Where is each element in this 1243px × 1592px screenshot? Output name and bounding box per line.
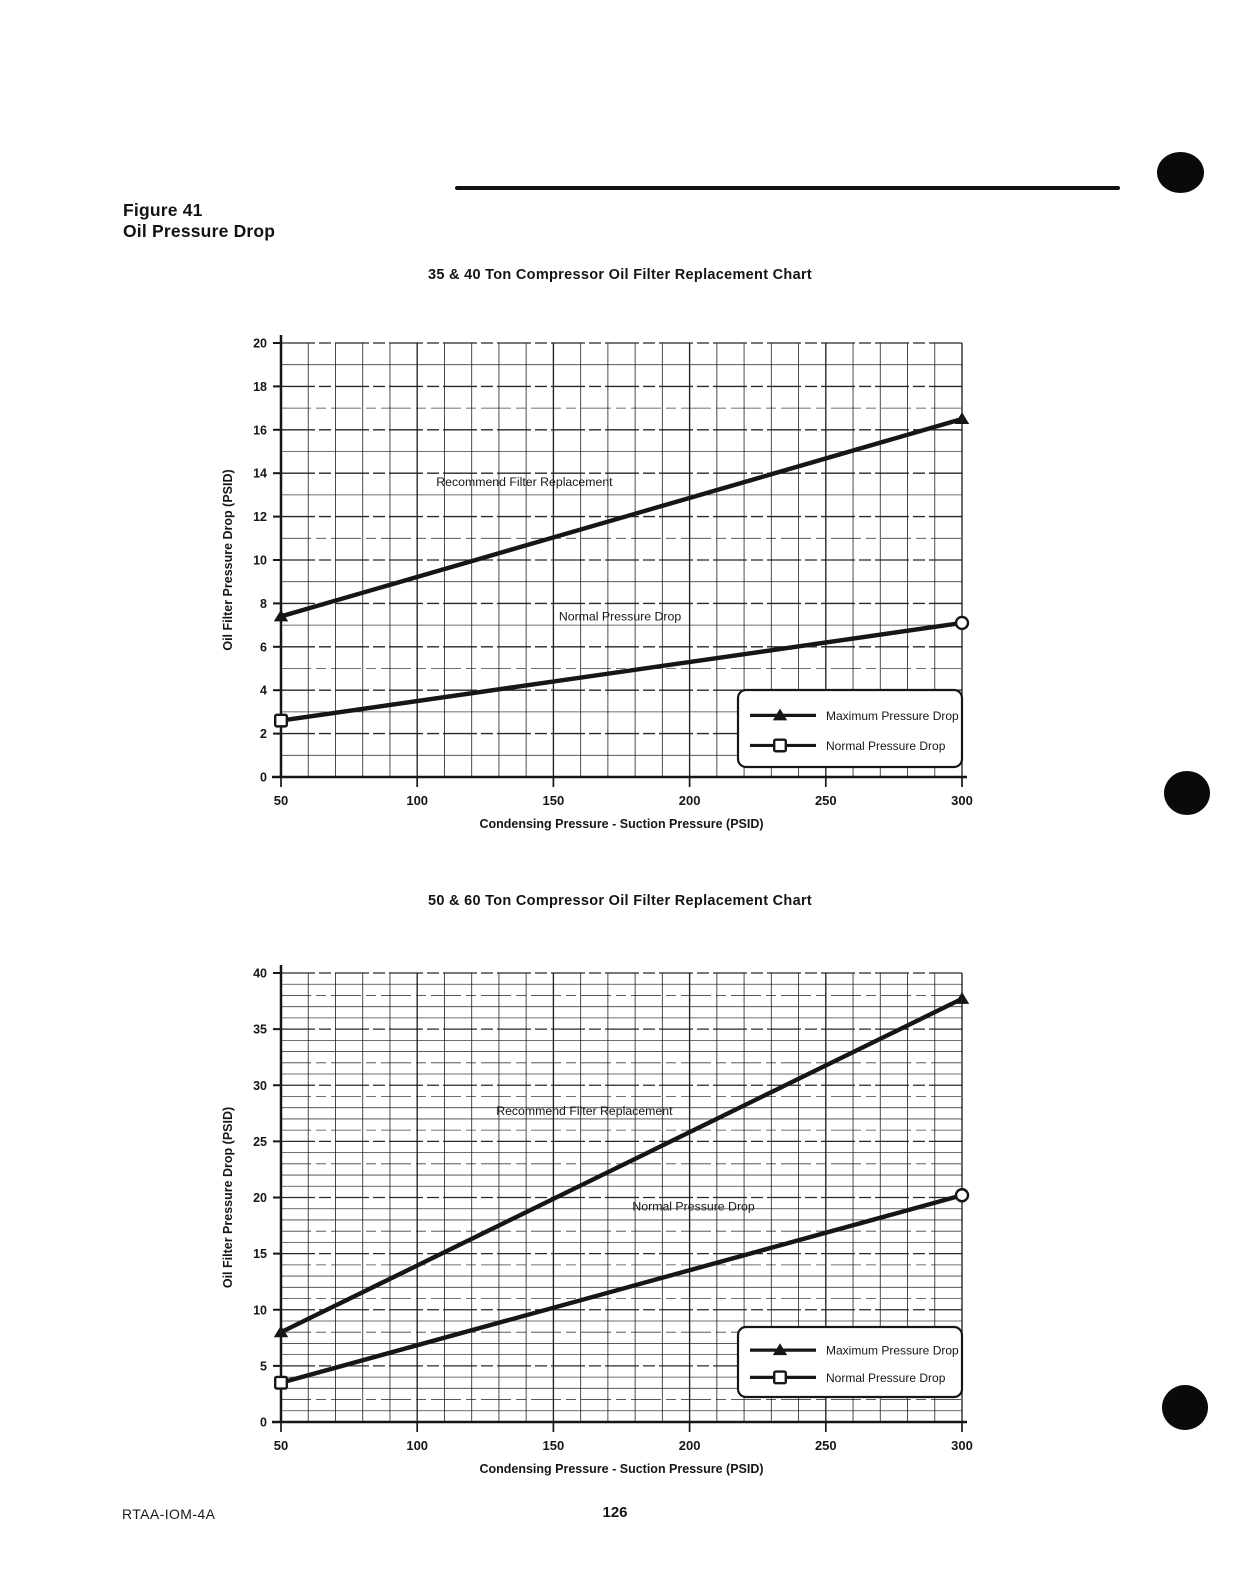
svg-text:0: 0 (260, 771, 267, 785)
svg-text:200: 200 (679, 1438, 701, 1453)
svg-text:150: 150 (543, 1438, 565, 1453)
svg-text:Condensing Pressure - Suction: Condensing Pressure - Suction Pressure (… (479, 1462, 763, 1476)
svg-text:6: 6 (260, 640, 267, 654)
chart-2-title: 50 & 60 Ton Compressor Oil Filter Replac… (427, 893, 813, 909)
svg-text:0: 0 (260, 1416, 267, 1430)
svg-text:8: 8 (260, 597, 267, 611)
svg-text:12: 12 (253, 510, 267, 524)
punch-hole-icon (1162, 1385, 1208, 1430)
punch-hole-icon (1164, 771, 1210, 815)
chart-2-canvas: 0 5 10 15 20 25 30 35 40 50 100 150 200 250 300 Condens… (221, 965, 973, 1476)
document-code: RTAA-IOM-4A (122, 1506, 216, 1522)
svg-text:20: 20 (253, 1191, 267, 1205)
svg-text:10: 10 (253, 554, 267, 568)
svg-text:4: 4 (260, 684, 267, 698)
svg-text:14: 14 (253, 467, 267, 481)
svg-text:Maximum Pressure Drop: Maximum Pressure Drop (826, 709, 959, 723)
header-rule (455, 186, 1120, 190)
svg-text:100: 100 (406, 1438, 428, 1453)
svg-text:35: 35 (253, 1023, 267, 1037)
figure-label: Figure 41 (123, 200, 203, 220)
punch-hole-icon (1157, 152, 1204, 193)
figure-heading: Figure 41 Oil Pressure Drop (123, 200, 275, 242)
svg-text:Condensing Pressure - Suction: Condensing Pressure - Suction Pressure (… (479, 817, 763, 831)
svg-text:Normal Pressure Drop: Normal Pressure Drop (559, 609, 681, 623)
svg-text:2: 2 (260, 727, 267, 741)
svg-text:150: 150 (543, 793, 565, 808)
svg-text:Recommend Filter Replacement: Recommend Filter Replacement (496, 1104, 673, 1118)
svg-text:300: 300 (951, 793, 973, 808)
svg-text:30: 30 (253, 1079, 267, 1093)
svg-text:100: 100 (406, 793, 428, 808)
chart-1-canvas: 0 2 4 6 8 10 12 14 16 18 20 50 100 150 200 250 300 Conden… (221, 335, 973, 831)
svg-text:15: 15 (253, 1247, 267, 1261)
svg-text:20: 20 (253, 337, 267, 351)
svg-text:200: 200 (679, 793, 701, 808)
svg-text:40: 40 (253, 967, 267, 981)
svg-text:50: 50 (274, 793, 288, 808)
svg-text:Normal Pressure Drop: Normal Pressure Drop (826, 1371, 946, 1385)
svg-text:10: 10 (253, 1303, 267, 1317)
svg-text:16: 16 (253, 423, 267, 437)
svg-text:Normal Pressure Drop: Normal Pressure Drop (826, 739, 946, 753)
svg-text:5: 5 (260, 1359, 267, 1373)
svg-text:250: 250 (815, 1438, 837, 1453)
svg-text:300: 300 (951, 1438, 973, 1453)
svg-text:Recommend Filter Replacement: Recommend Filter Replacement (436, 475, 613, 489)
page-number: 126 (602, 1504, 628, 1521)
chart-1-title: 35 & 40 Ton Compressor Oil Filter Replac… (427, 267, 813, 283)
svg-text:250: 250 (815, 793, 837, 808)
svg-text:Oil Filter Pressure Drop (PSID: Oil Filter Pressure Drop (PSID) (221, 469, 235, 650)
svg-text:Oil Filter Pressure Drop (PSID: Oil Filter Pressure Drop (PSID) (221, 1107, 235, 1288)
svg-text:25: 25 (253, 1135, 267, 1149)
svg-text:18: 18 (253, 380, 267, 394)
svg-text:Maximum Pressure Drop: Maximum Pressure Drop (826, 1344, 959, 1358)
svg-text:Normal Pressure Drop: Normal Pressure Drop (632, 1199, 754, 1213)
figure-title: Oil Pressure Drop (123, 221, 276, 241)
svg-text:50: 50 (274, 1438, 288, 1453)
